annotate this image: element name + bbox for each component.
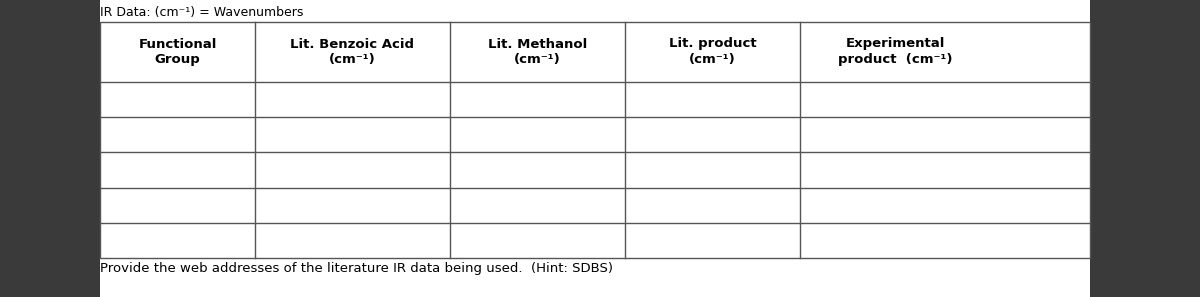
Bar <box>0 0 100 297</box>
Bar <box>100 22 1090 258</box>
Text: Experimental
product  (cm⁻¹): Experimental product (cm⁻¹) <box>838 37 953 67</box>
Text: Functional
Group: Functional Group <box>138 37 217 67</box>
Text: Lit. product
(cm⁻¹): Lit. product (cm⁻¹) <box>668 37 756 67</box>
Text: IR Data: (cm⁻¹) = Wavenumbers: IR Data: (cm⁻¹) = Wavenumbers <box>100 6 304 19</box>
Bar <box>1090 0 1200 297</box>
Text: Lit. Benzoic Acid
(cm⁻¹): Lit. Benzoic Acid (cm⁻¹) <box>290 37 414 67</box>
Text: Provide the web addresses of the literature IR data being used.  (Hint: SDBS): Provide the web addresses of the literat… <box>100 262 613 275</box>
Text: Lit. Methanol
(cm⁻¹): Lit. Methanol (cm⁻¹) <box>488 37 587 67</box>
